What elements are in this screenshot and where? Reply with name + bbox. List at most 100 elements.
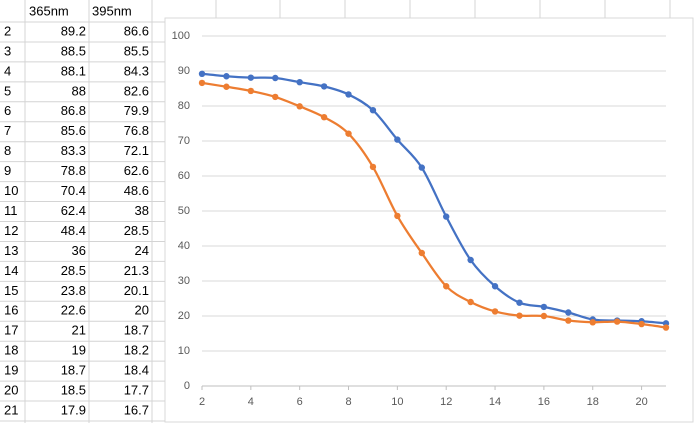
point — [345, 130, 352, 137]
row-label: 11 — [4, 203, 18, 218]
cell: 48.6 — [124, 183, 149, 198]
y-tick-label: 70 — [178, 135, 190, 147]
point — [540, 312, 548, 320]
cell: 76.8 — [124, 123, 149, 138]
cell: 85.5 — [124, 43, 149, 58]
point — [565, 309, 572, 316]
point — [198, 70, 206, 78]
cell: 88 — [72, 83, 86, 98]
cell: 79.9 — [124, 103, 149, 118]
point — [369, 107, 377, 114]
cell: 84.3 — [124, 63, 149, 78]
cell: 17.7 — [124, 383, 149, 398]
cell: 18.2 — [124, 343, 149, 358]
point — [394, 136, 401, 143]
cell: 48.4 — [61, 223, 86, 238]
row-label: 14 — [4, 263, 18, 278]
x-tick-label: 16 — [538, 396, 550, 408]
point — [491, 283, 499, 290]
x-tick-label: 20 — [635, 396, 647, 408]
cell: 16.7 — [124, 402, 149, 417]
cell: 78.8 — [61, 163, 86, 178]
point — [320, 114, 328, 121]
cell: 23.8 — [61, 283, 86, 298]
row-label: 19 — [4, 363, 18, 378]
point — [223, 73, 230, 80]
cell: 28.5 — [124, 223, 149, 238]
cell: 20.1 — [124, 283, 149, 298]
sheet-grid — [24, 0, 671, 423]
cell: 86.6 — [124, 23, 149, 38]
point — [296, 79, 303, 86]
point — [638, 320, 645, 328]
cell: 18.7 — [61, 363, 86, 378]
x-tick-label: 6 — [297, 396, 303, 408]
point — [272, 93, 279, 101]
row-label: 2 — [4, 23, 11, 38]
cell: 18.5 — [61, 383, 86, 398]
y-tick-label: 100 — [172, 30, 190, 42]
cell: 88.5 — [61, 43, 86, 58]
cell: 82.6 — [124, 83, 149, 98]
point — [296, 103, 303, 110]
row-label: 13 — [4, 243, 18, 258]
row-label: 17 — [4, 323, 18, 338]
cell: 21 — [72, 323, 86, 338]
point — [443, 213, 450, 220]
row-label: 9 — [4, 163, 11, 178]
cell: 24 — [135, 243, 149, 258]
row-label: 21 — [4, 402, 18, 417]
cell: 62.6 — [124, 163, 149, 178]
cell: 22.6 — [61, 303, 86, 318]
point — [516, 299, 523, 306]
x-tick-label: 4 — [248, 396, 254, 408]
y-tick-label: 40 — [178, 240, 190, 252]
point — [247, 87, 255, 95]
column-header: 395nm — [92, 3, 132, 18]
point — [613, 318, 621, 325]
x-tick-label: 14 — [489, 396, 501, 408]
x-tick-label: 10 — [391, 396, 403, 408]
cell: 18.4 — [124, 363, 149, 378]
y-tick-label: 90 — [178, 65, 190, 77]
row-label: 6 — [4, 103, 11, 118]
row-label: 5 — [4, 83, 11, 98]
cell: 89.2 — [61, 23, 86, 38]
y-tick-label: 30 — [178, 275, 190, 287]
x-tick-label: 8 — [345, 396, 351, 408]
point — [516, 312, 523, 319]
cell: 36 — [72, 243, 86, 258]
row-label: 16 — [4, 303, 18, 318]
cell: 17.9 — [61, 402, 86, 417]
point — [394, 212, 401, 220]
y-tick-label: 50 — [178, 205, 190, 217]
cell: 21.3 — [124, 263, 149, 278]
column-header: 365nm — [29, 3, 69, 18]
point — [198, 79, 206, 87]
row-label: 10 — [4, 183, 18, 198]
point — [662, 324, 670, 331]
cell: 86.8 — [61, 103, 86, 118]
cell: 18.7 — [124, 323, 149, 338]
point — [589, 319, 596, 326]
cell: 28.5 — [61, 263, 86, 278]
cell: 72.1 — [124, 143, 149, 158]
point — [320, 83, 328, 90]
point — [345, 91, 352, 98]
y-tick-label: 80 — [178, 100, 190, 112]
cell: 19 — [72, 343, 86, 358]
row-label: 8 — [4, 143, 11, 158]
row-label: 15 — [4, 283, 18, 298]
point — [467, 298, 474, 306]
row-label: 12 — [4, 223, 18, 238]
cell: 88.1 — [61, 63, 86, 78]
point — [491, 308, 499, 315]
chart-area — [164, 17, 694, 423]
point — [272, 74, 279, 82]
y-tick-label: 20 — [178, 310, 190, 322]
y-tick-label: 0 — [184, 380, 190, 392]
point — [418, 249, 425, 257]
cell: 83.3 — [61, 143, 86, 158]
point — [418, 164, 425, 171]
